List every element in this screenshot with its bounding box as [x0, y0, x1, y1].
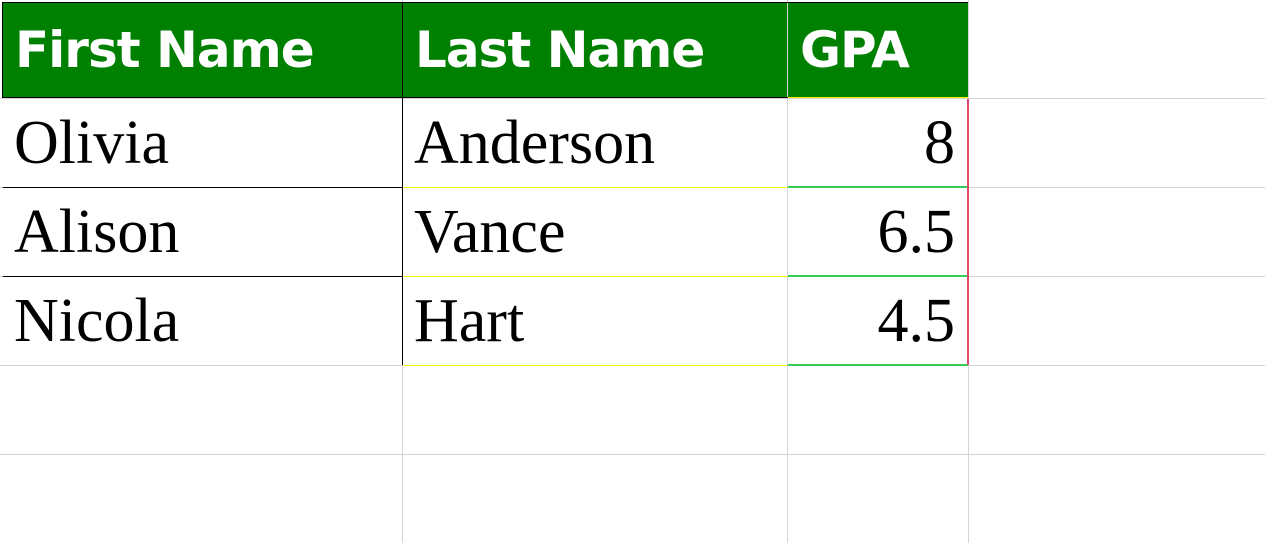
cell-gpa[interactable]: 4.5 [877, 287, 956, 355]
cell-border [3, 187, 402, 188]
cell-border [788, 364, 968, 366]
cell-border [403, 365, 787, 366]
header-border-top [3, 2, 968, 3]
cell-gpa[interactable]: 8 [924, 109, 955, 177]
header-cell-gpa[interactable]: GPA [788, 3, 968, 98]
cell-first-name[interactable]: Olivia [14, 109, 169, 177]
gridline-row [0, 454, 1265, 455]
cell-border [788, 275, 968, 277]
cell-border [403, 187, 787, 188]
cell-last-name[interactable]: Hart [414, 287, 525, 355]
header-border-left [2, 2, 3, 98]
cell-last-name[interactable]: Vance [414, 198, 566, 266]
header-border-bottom [3, 97, 788, 98]
header-divider [402, 3, 403, 98]
cell-border [402, 98, 403, 365]
cell-first-name[interactable]: Nicola [14, 287, 180, 355]
cell-last-name[interactable]: Anderson [414, 109, 656, 177]
cell-border [3, 276, 402, 277]
cell-first-name[interactable]: Alison [14, 198, 180, 266]
cell-gpa[interactable]: 6.5 [877, 198, 956, 266]
gridline-col [787, 0, 788, 543]
cell-border [403, 276, 787, 277]
cell-border [788, 186, 968, 188]
gridline-row [0, 98, 1265, 99]
header-border-bottom-gpa [788, 97, 968, 98]
cell-border [967, 99, 969, 365]
header-cell-first-name[interactable]: First Name [3, 3, 402, 98]
header-cell-last-name[interactable]: Last Name [403, 3, 787, 98]
